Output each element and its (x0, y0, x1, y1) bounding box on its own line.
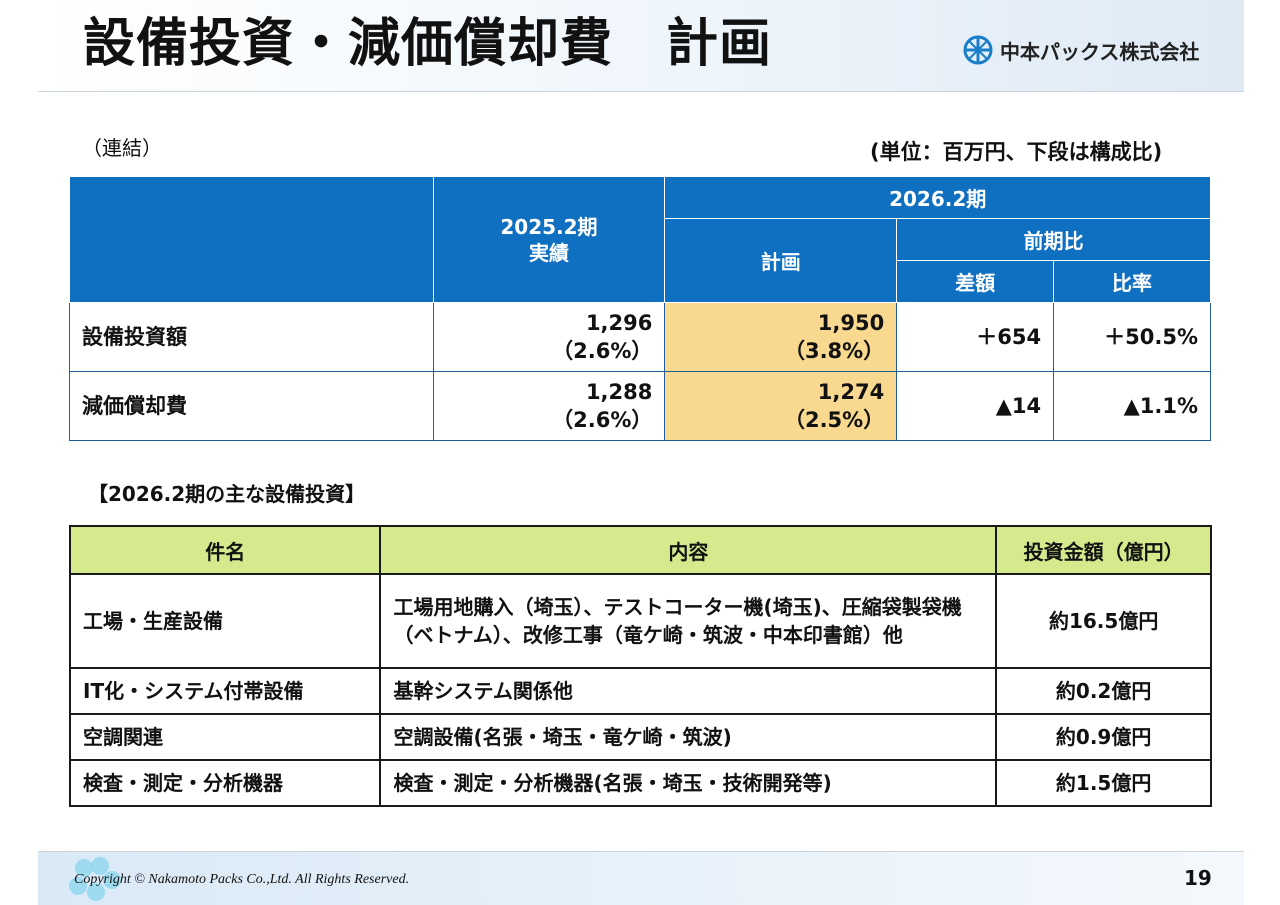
prev-value: 1,288 (585, 380, 653, 404)
copyright: Copyright © Nakamoto Packs Co.,Ltd. All … (74, 872, 410, 887)
plan-value: 1,950 (817, 311, 885, 335)
investment-table: 件名 内容 投資金額（億円） 工場・生産設備 工場用地購入（埼玉）、テストコータ… (68, 525, 1212, 807)
page-number: 19 (1184, 866, 1212, 890)
plan-cell: 1,274 （2.5%） (664, 371, 898, 441)
content-cell: 工場用地購入（埼玉）、テストコーター機(埼玉)、圧縮袋製袋機（ベトナム）、改修工… (379, 573, 998, 669)
table-row: 設備投資額 1,296 （2.6%） 1,950 （3.8%） ＋654 ＋50… (69, 302, 1211, 372)
prev-share: （2.6%） (552, 408, 653, 432)
table-row: IT化・システム付帯設備 基幹システム関係他 約0.2億円 (68, 667, 1212, 715)
content-cell: 基幹システム関係他 (379, 667, 998, 715)
amount-cell: 約0.9億円 (995, 713, 1212, 761)
header-row: 差額 比率 (70, 260, 1211, 303)
row-label: 設備投資額 (69, 302, 434, 372)
plan-share: （2.5%） (783, 408, 885, 432)
header-blank (69, 176, 434, 303)
section-label: 【2026.2期の主な設備投資】 (88, 482, 366, 506)
diff-value: ▲14 (896, 371, 1055, 441)
amount-cell: 約0.2億円 (995, 667, 1212, 715)
header-yoy: 前期比 (896, 218, 1211, 261)
prev-cell: 1,288 （2.6%） (432, 371, 666, 441)
company-logo: 中本パックス株式会社 (962, 34, 1199, 66)
ratio-value: ＋50.5% (1053, 302, 1211, 372)
unit-note: (単位：百万円、下段は構成比) (870, 140, 1163, 164)
flower-decoration-icon (69, 857, 121, 901)
item-cell: 空調関連 (68, 713, 382, 761)
plan-cell: 1,950 （3.8%） (664, 302, 898, 372)
amount-cell: 約1.5億円 (995, 759, 1212, 807)
diff-value: ＋654 (896, 302, 1055, 372)
content-cell: 空調設備(名張・埼玉・竜ケ崎・筑波) (379, 713, 998, 761)
header-divider (38, 91, 1244, 92)
page-title: 設備投資・減価償却費 計画 (83, 14, 773, 74)
company-name: 中本パックス株式会社 (1000, 39, 1200, 64)
scope-note: （連結） (82, 136, 162, 160)
prev-value: 1,296 (585, 311, 653, 335)
header-row: 件名 内容 投資金額（億円） (68, 525, 1212, 575)
header-diff: 差額 (896, 260, 1055, 303)
table-row: 工場・生産設備 工場用地購入（埼玉）、テストコーター機(埼玉)、圧縮袋製袋機（ベ… (68, 573, 1212, 669)
prev-cell: 1,296 （2.6%） (432, 302, 666, 372)
header-row: 2025.2期 実績 2026.2期 (69, 176, 1211, 303)
header-ratio: 比率 (1053, 260, 1211, 303)
row-label: 減価償却費 (69, 371, 434, 441)
header-item: 件名 (68, 525, 382, 575)
wheel-logo-icon (963, 35, 993, 65)
plan-value: 1,274 (817, 380, 885, 404)
plan-share: （3.8%） (783, 339, 885, 363)
header-band (38, 0, 1244, 92)
content-cell: 検査・測定・分析機器(名張・埼玉・技術開発等) (379, 759, 998, 807)
item-cell: 検査・測定・分析機器 (68, 759, 382, 807)
table-row: 空調関連 空調設備(名張・埼玉・竜ケ崎・筑波) 約0.9億円 (68, 713, 1212, 761)
prev-period-label: 2025.2期 (500, 214, 598, 239)
header-content: 内容 (379, 525, 998, 575)
header-plan: 計画 (664, 218, 898, 303)
ratio-value: ▲1.1% (1053, 371, 1211, 441)
table-row: 検査・測定・分析機器 検査・測定・分析機器(名張・埼玉・技術開発等) 約1.5億… (68, 759, 1212, 807)
amount-cell: 約16.5億円 (995, 573, 1212, 669)
header-curr-period: 2026.2期 (664, 176, 1211, 219)
table-row: 減価償却費 1,288 （2.6%） 1,274 （2.5%） ▲14 ▲1.1… (69, 371, 1211, 441)
footer-band (38, 852, 1244, 905)
prev-period-sub: 実績 (528, 240, 569, 265)
header-amount: 投資金額（億円） (995, 525, 1212, 575)
footer-divider (38, 851, 1244, 852)
item-cell: IT化・システム付帯設備 (68, 667, 382, 715)
capex-summary-table: 2025.2期 実績 2026.2期 計画 前期比 差額 比率 設備投資額 1,… (69, 176, 1211, 441)
item-cell: 工場・生産設備 (68, 573, 382, 669)
prev-share: （2.6%） (552, 339, 653, 363)
header-row: 計画 前期比 (70, 218, 1211, 303)
header-prev-period: 2025.2期 実績 (432, 176, 666, 303)
